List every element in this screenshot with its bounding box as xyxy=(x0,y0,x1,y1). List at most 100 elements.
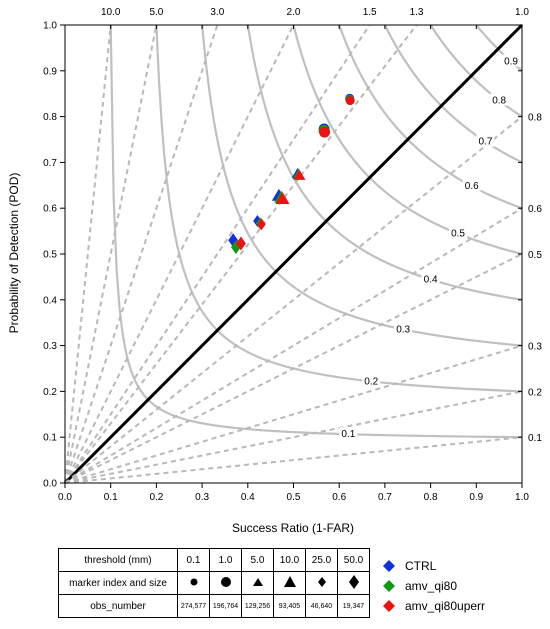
csi-label: 0.7 xyxy=(478,137,492,148)
triangle-icon xyxy=(252,577,263,586)
threshold-legend-table: threshold (mm) 0.1 1.0 5.0 10.0 25.0 50.… xyxy=(58,548,370,618)
x-tick-label: 1.0 xyxy=(515,492,529,503)
csi-label-bg xyxy=(339,427,358,440)
y-tick-label: 0.5 xyxy=(43,250,57,261)
marker-cell xyxy=(337,571,370,595)
x-axis-label: Success Ratio (1-FAR) xyxy=(232,521,354,535)
bias-label-right: 0.5 xyxy=(528,250,542,261)
bias-label-right: 0.8 xyxy=(528,113,542,124)
series-legend: CTRL amv_qi80 amv_qi80uperr xyxy=(383,556,485,616)
diamond-icon xyxy=(383,600,395,612)
csi-label: 0.1 xyxy=(341,429,355,440)
threshold-row: threshold (mm) 0.1 1.0 5.0 10.0 25.0 50.… xyxy=(58,548,370,572)
obs-cell: 93,405 xyxy=(273,594,306,618)
legend-item-ctrl: CTRL xyxy=(383,556,485,576)
bias-label-top: 2.0 xyxy=(287,7,301,18)
bias-line xyxy=(64,24,219,484)
obs-row: obs_number 274,577 196,764 129,256 93,40… xyxy=(58,594,370,618)
y-tick-label: 0.6 xyxy=(43,204,57,215)
obs-cell: 196,764 xyxy=(209,594,242,618)
diamond-icon xyxy=(383,560,395,572)
legend-label: amv_qi80uperr xyxy=(405,599,486,613)
threshold-cell: 0.1 xyxy=(177,548,210,572)
csi-label-bg xyxy=(462,179,481,192)
bias-lines xyxy=(63,23,524,485)
data-point xyxy=(275,192,290,204)
csi-label-bg xyxy=(449,226,468,239)
bias-label-top: 5.0 xyxy=(149,7,163,18)
x-tick-label: 0.0 xyxy=(58,492,72,503)
csi-label-bg xyxy=(362,374,381,387)
x-tick-label: 0.6 xyxy=(332,492,346,503)
obs-header: obs_number xyxy=(58,594,178,618)
x-tick-label: 0.5 xyxy=(287,492,301,503)
obs-cell: 46,640 xyxy=(305,594,338,618)
threshold-cell: 5.0 xyxy=(241,548,274,572)
y-tick-label: 0.8 xyxy=(43,112,57,123)
unbiased-line xyxy=(63,23,524,485)
csi-label: 0.6 xyxy=(465,181,479,192)
bias-label-top: 10.0 xyxy=(101,7,121,18)
csi-label: 0.5 xyxy=(451,229,465,240)
circle-icon xyxy=(220,576,231,587)
bias-label-right: 0.2 xyxy=(528,387,542,398)
axes: 0.0 0.1 0.2 0.3 0.4 0.5 0.6 0.7 0.8 0.9 1.0 0.0 0.1 0… xyxy=(43,21,529,504)
data-point xyxy=(319,126,331,138)
data-point xyxy=(345,96,355,106)
bias-line xyxy=(64,253,523,484)
legend-label: CTRL xyxy=(405,559,437,573)
csi-contour xyxy=(292,24,523,256)
y-tick-label: 0.7 xyxy=(43,158,57,169)
triangle-icon xyxy=(283,575,296,587)
bias-label-top: 1.0 xyxy=(515,7,529,18)
x-tick-label: 0.9 xyxy=(469,492,483,503)
diamond-icon xyxy=(383,580,395,592)
csi-label: 0.4 xyxy=(424,274,438,285)
threshold-cell: 10.0 xyxy=(273,548,306,572)
y-tick-label: 1.0 xyxy=(43,21,57,32)
marker-cell xyxy=(305,571,338,595)
bias-line xyxy=(64,24,418,484)
csi-label-bg xyxy=(502,54,521,67)
x-tick-label: 0.2 xyxy=(149,492,163,503)
x-tick-label: 0.8 xyxy=(424,492,438,503)
legend-item-amv-qi80uperr: amv_qi80uperr xyxy=(383,596,485,616)
threshold-cell: 50.0 xyxy=(337,548,370,572)
obs-cell: 19,347 xyxy=(337,594,370,618)
bias-label-right: 0.6 xyxy=(528,204,542,215)
x-tick-label: 0.3 xyxy=(195,492,209,503)
bias-line xyxy=(64,344,523,484)
csi-contour xyxy=(338,24,523,210)
y-tick-label: 0.1 xyxy=(43,433,57,444)
contour-labels: 10.0 5.0 3.0 2.0 1.5 1.3 1.0 0.8 0.6 0.5 0.3 0.2 0.1… xyxy=(101,7,542,444)
performance-diagram: 0.0 0.1 0.2 0.3 0.4 0.5 0.6 0.7 0.8 0.9 1.0 0.0 0.1 0… xyxy=(7,7,542,535)
bias-line xyxy=(64,24,371,484)
csi-label-bg xyxy=(394,322,413,335)
csi-contour xyxy=(383,24,523,164)
csi-label: 0.3 xyxy=(396,324,410,335)
csi-label: 0.9 xyxy=(504,56,518,67)
bias-label-top: 3.0 xyxy=(210,7,224,18)
obs-cell: 129,256 xyxy=(241,594,274,618)
bias-line xyxy=(64,436,523,484)
bias-line xyxy=(64,115,523,484)
y-tick-label: 0.0 xyxy=(43,479,57,490)
marker-cell xyxy=(209,571,242,595)
bias-label-top: 1.5 xyxy=(363,7,377,18)
x-tick-label: 0.4 xyxy=(241,492,255,503)
x-tick-label: 0.1 xyxy=(104,492,118,503)
legend-item-amv-qi80: amv_qi80 xyxy=(383,576,485,596)
csi-contour xyxy=(429,24,523,118)
diamond-icon xyxy=(348,574,359,589)
csi-label: 0.8 xyxy=(492,95,506,106)
x-tick-label: 0.7 xyxy=(378,492,392,503)
data-point xyxy=(257,218,266,231)
marker-cell xyxy=(177,571,210,595)
legend-label: amv_qi80 xyxy=(405,579,458,593)
y-tick-label: 0.2 xyxy=(43,387,57,398)
marker-row: marker index and size xyxy=(58,571,370,595)
bias-label-right: 0.3 xyxy=(528,342,542,353)
csi-label-bg xyxy=(490,93,509,106)
bias-label-top: 1.3 xyxy=(410,7,424,18)
bias-line xyxy=(64,24,295,484)
